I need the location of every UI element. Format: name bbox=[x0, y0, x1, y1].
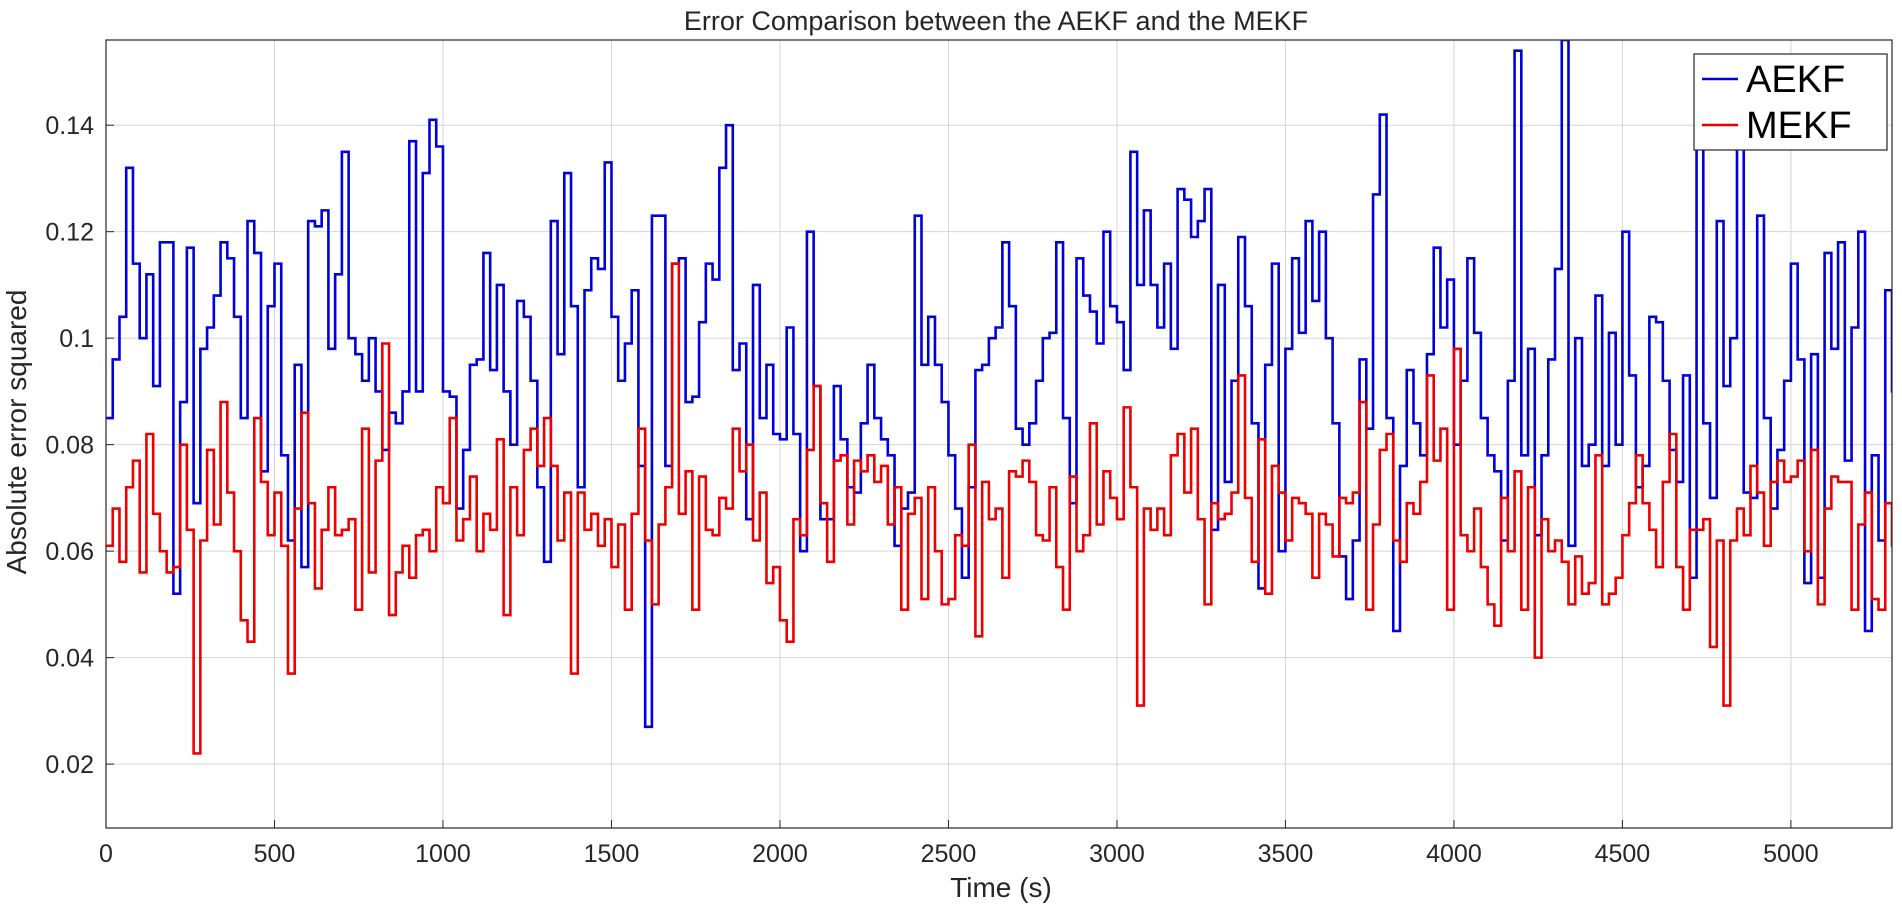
y-tick-label: 0.08 bbox=[45, 432, 94, 460]
x-tick-label: 5000 bbox=[1763, 840, 1819, 868]
y-tick-label: 0.02 bbox=[45, 751, 94, 779]
series-layer bbox=[106, 40, 1892, 755]
y-axis-label: Absolute error squared bbox=[1, 290, 32, 575]
plot-background bbox=[106, 40, 1892, 828]
y-tick-label: 0.14 bbox=[45, 112, 94, 140]
y-tick-label: 0.04 bbox=[45, 645, 94, 673]
y-axis-ticks: 0.02 0.04 0.06 0.08 0.1 0.12 0.14 bbox=[45, 112, 114, 779]
series-line-aekf bbox=[106, 40, 1892, 729]
y-tick-label: 0.1 bbox=[59, 325, 94, 353]
x-tick-label: 3000 bbox=[1089, 840, 1145, 868]
x-tick-label: 1000 bbox=[415, 840, 471, 868]
x-tick-label: 4000 bbox=[1426, 840, 1482, 868]
legend-label-mekf: MEKF bbox=[1746, 105, 1852, 147]
legend-box bbox=[1693, 53, 1888, 151]
y-tick-label: 0.06 bbox=[45, 538, 94, 566]
x-tick-label: 500 bbox=[254, 840, 296, 868]
x-tick-label: 4500 bbox=[1595, 840, 1651, 868]
plot-area bbox=[105, 39, 1893, 829]
y-tick-label: 0.12 bbox=[45, 219, 94, 247]
x-tick-label: 2000 bbox=[752, 840, 808, 868]
plot-frame bbox=[105, 39, 1893, 829]
x-tick-label: 2500 bbox=[921, 840, 977, 868]
x-tick-label: 3500 bbox=[1258, 840, 1314, 868]
legend-label-aekf: AEKF bbox=[1746, 59, 1845, 101]
x-tick-label: 0 bbox=[99, 840, 113, 868]
series-line-mekf bbox=[106, 262, 1892, 755]
x-axis-ticks: 0 500 1000 1500 2000 2500 3000 3500 4000 4500 5000 bbox=[99, 820, 1819, 868]
x-axis-label: Time (s) bbox=[950, 872, 1052, 903]
x-tick-label: 1500 bbox=[584, 840, 640, 868]
chart-title: Error Comparison between the AEKF and th… bbox=[684, 6, 1308, 36]
